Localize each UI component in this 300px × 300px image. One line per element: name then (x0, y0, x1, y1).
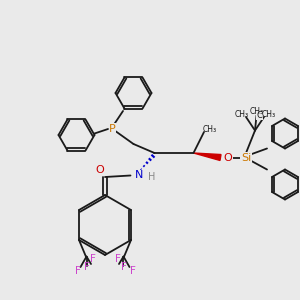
Text: F: F (130, 266, 135, 277)
Text: F: F (115, 254, 120, 265)
Text: N: N (135, 170, 144, 181)
Text: O: O (95, 165, 104, 176)
Text: C: C (256, 111, 262, 120)
Text: F: F (84, 262, 89, 272)
Text: F: F (75, 266, 80, 277)
Polygon shape (194, 153, 221, 160)
Text: CH₃: CH₃ (261, 110, 276, 118)
Text: F: F (121, 262, 126, 272)
Text: O: O (224, 152, 232, 163)
Text: P: P (109, 124, 116, 134)
Text: Si: Si (241, 152, 251, 163)
Text: CH₃: CH₃ (249, 106, 264, 116)
Text: CH₃: CH₃ (234, 110, 249, 118)
Text: CH₃: CH₃ (203, 124, 217, 134)
Text: F: F (90, 254, 95, 265)
Text: H: H (148, 172, 156, 182)
